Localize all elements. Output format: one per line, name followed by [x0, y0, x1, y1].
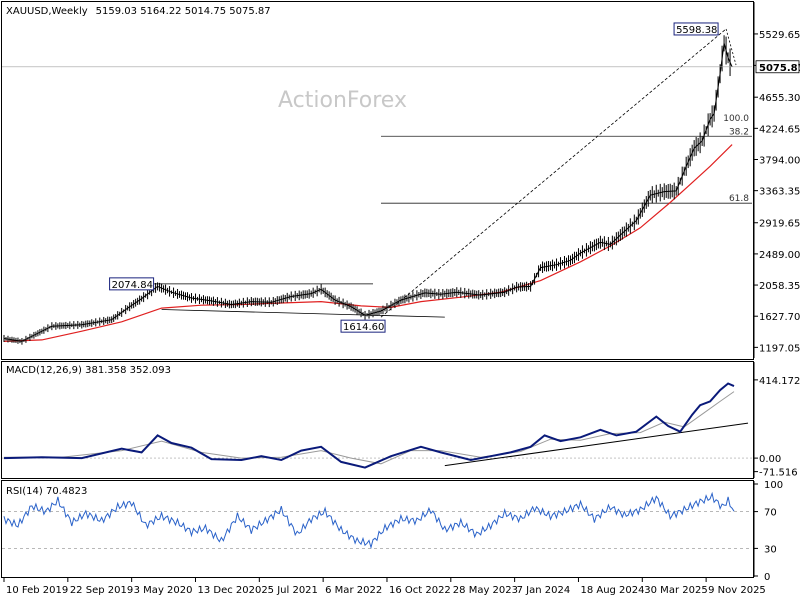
fib-label-38.2: 38.2	[729, 127, 749, 137]
price-tick-label: 1627.70	[759, 312, 800, 323]
price-tick-label: 1197.05	[759, 343, 800, 354]
time-tick-label: 18 Aug 2024	[580, 585, 644, 596]
time-tick-label: 16 Oct 2022	[389, 585, 451, 596]
price-tick-label: 2058.35	[759, 281, 800, 292]
annotation-box-1614.60	[340, 319, 386, 333]
price-annotations: 2074.84 1614.60 5598.38	[109, 22, 719, 333]
time-tick-label: 30 Mar 2025	[644, 585, 707, 596]
rsi-tick-label: 30	[764, 544, 777, 555]
macd-series	[2, 382, 752, 469]
time-tick-label: 28 May 2023	[453, 585, 518, 596]
price-tick-label: 5529.65	[759, 30, 800, 41]
time-axis: 10 Feb 2019 22 Sep 2019 3 May 2020 13 Dec 2…	[3, 578, 766, 596]
range-bottom-line	[161, 309, 445, 318]
macd-tick-label: -71.516	[759, 468, 798, 479]
rsi-title: RSI(14) 70.4823	[6, 486, 87, 497]
macd-axis: 414.172 0.00 -71.516	[753, 362, 800, 479]
macd-line	[3, 382, 735, 469]
rsi-axis: 100 70 30 0	[753, 480, 783, 583]
rsi-tick-label: 0	[764, 572, 770, 583]
rsi-line	[3, 491, 735, 550]
price-tick-label: 4224.65	[759, 124, 800, 135]
price-tick-label: 3794.00	[759, 155, 800, 166]
price-close-line	[3, 43, 733, 342]
price-panel	[1, 1, 754, 360]
fib-label-61.8: 61.8	[729, 194, 749, 204]
macd-trendline	[444, 422, 749, 467]
macd-title: MACD(12,26,9) 381.358 352.093	[6, 365, 171, 376]
price-tick-label: 2919.65	[759, 219, 800, 230]
annotation-label-2074.84: 2074.84	[112, 280, 153, 291]
macd-tick-label: 0.00	[759, 454, 781, 465]
annotation-label-1614.60: 1614.60	[343, 322, 384, 333]
time-tick-label: 7 Jan 2024	[517, 585, 571, 596]
price-series	[3, 35, 733, 345]
annotation-box-5598.38	[673, 22, 719, 36]
rsi-panel	[1, 480, 754, 578]
current-price-box	[755, 60, 800, 74]
annotation-box-2074.84	[109, 277, 155, 291]
watermark: ActionForex	[278, 88, 407, 113]
time-tick-label: 10 Feb 2019	[6, 585, 68, 596]
fibonacci-levels: 38.2 61.8 100.0	[125, 28, 752, 318]
time-tick-label: 22 Sep 2019	[70, 585, 133, 596]
fib-label-100.0: 100.0	[723, 114, 749, 124]
price-tick-label: 3363.35	[759, 187, 800, 198]
moving-average-line	[3, 144, 733, 342]
macd-signal-line	[4, 391, 735, 465]
rsi-tick-label: 70	[764, 508, 777, 519]
annotation-label-5598.38: 5598.38	[676, 25, 717, 36]
time-tick-label: 13 Dec 2020	[197, 585, 261, 596]
time-tick-label: 6 Mar 2022	[325, 585, 382, 596]
rsi-tick-label: 100	[764, 480, 783, 491]
price-title: XAUUSD,Weekly 5159.03 5164.22 5014.75 507…	[6, 6, 271, 17]
time-tick-label: 25 Jul 2021	[261, 585, 318, 596]
time-tick-label: 9 Nov 2025	[708, 585, 766, 596]
current-price-label: 5075.87	[759, 63, 800, 74]
price-tick-label: 4655.30	[759, 93, 800, 104]
macd-tick-label: 414.172	[759, 376, 800, 387]
price-tick-label: 2489.00	[759, 250, 800, 261]
macd-panel	[1, 361, 754, 479]
rsi-series	[2, 491, 752, 550]
price-axis: 5529.655095.004655.304224.653794.003363.…	[2, 2, 800, 358]
time-tick-label: 3 May 2020	[134, 585, 193, 596]
